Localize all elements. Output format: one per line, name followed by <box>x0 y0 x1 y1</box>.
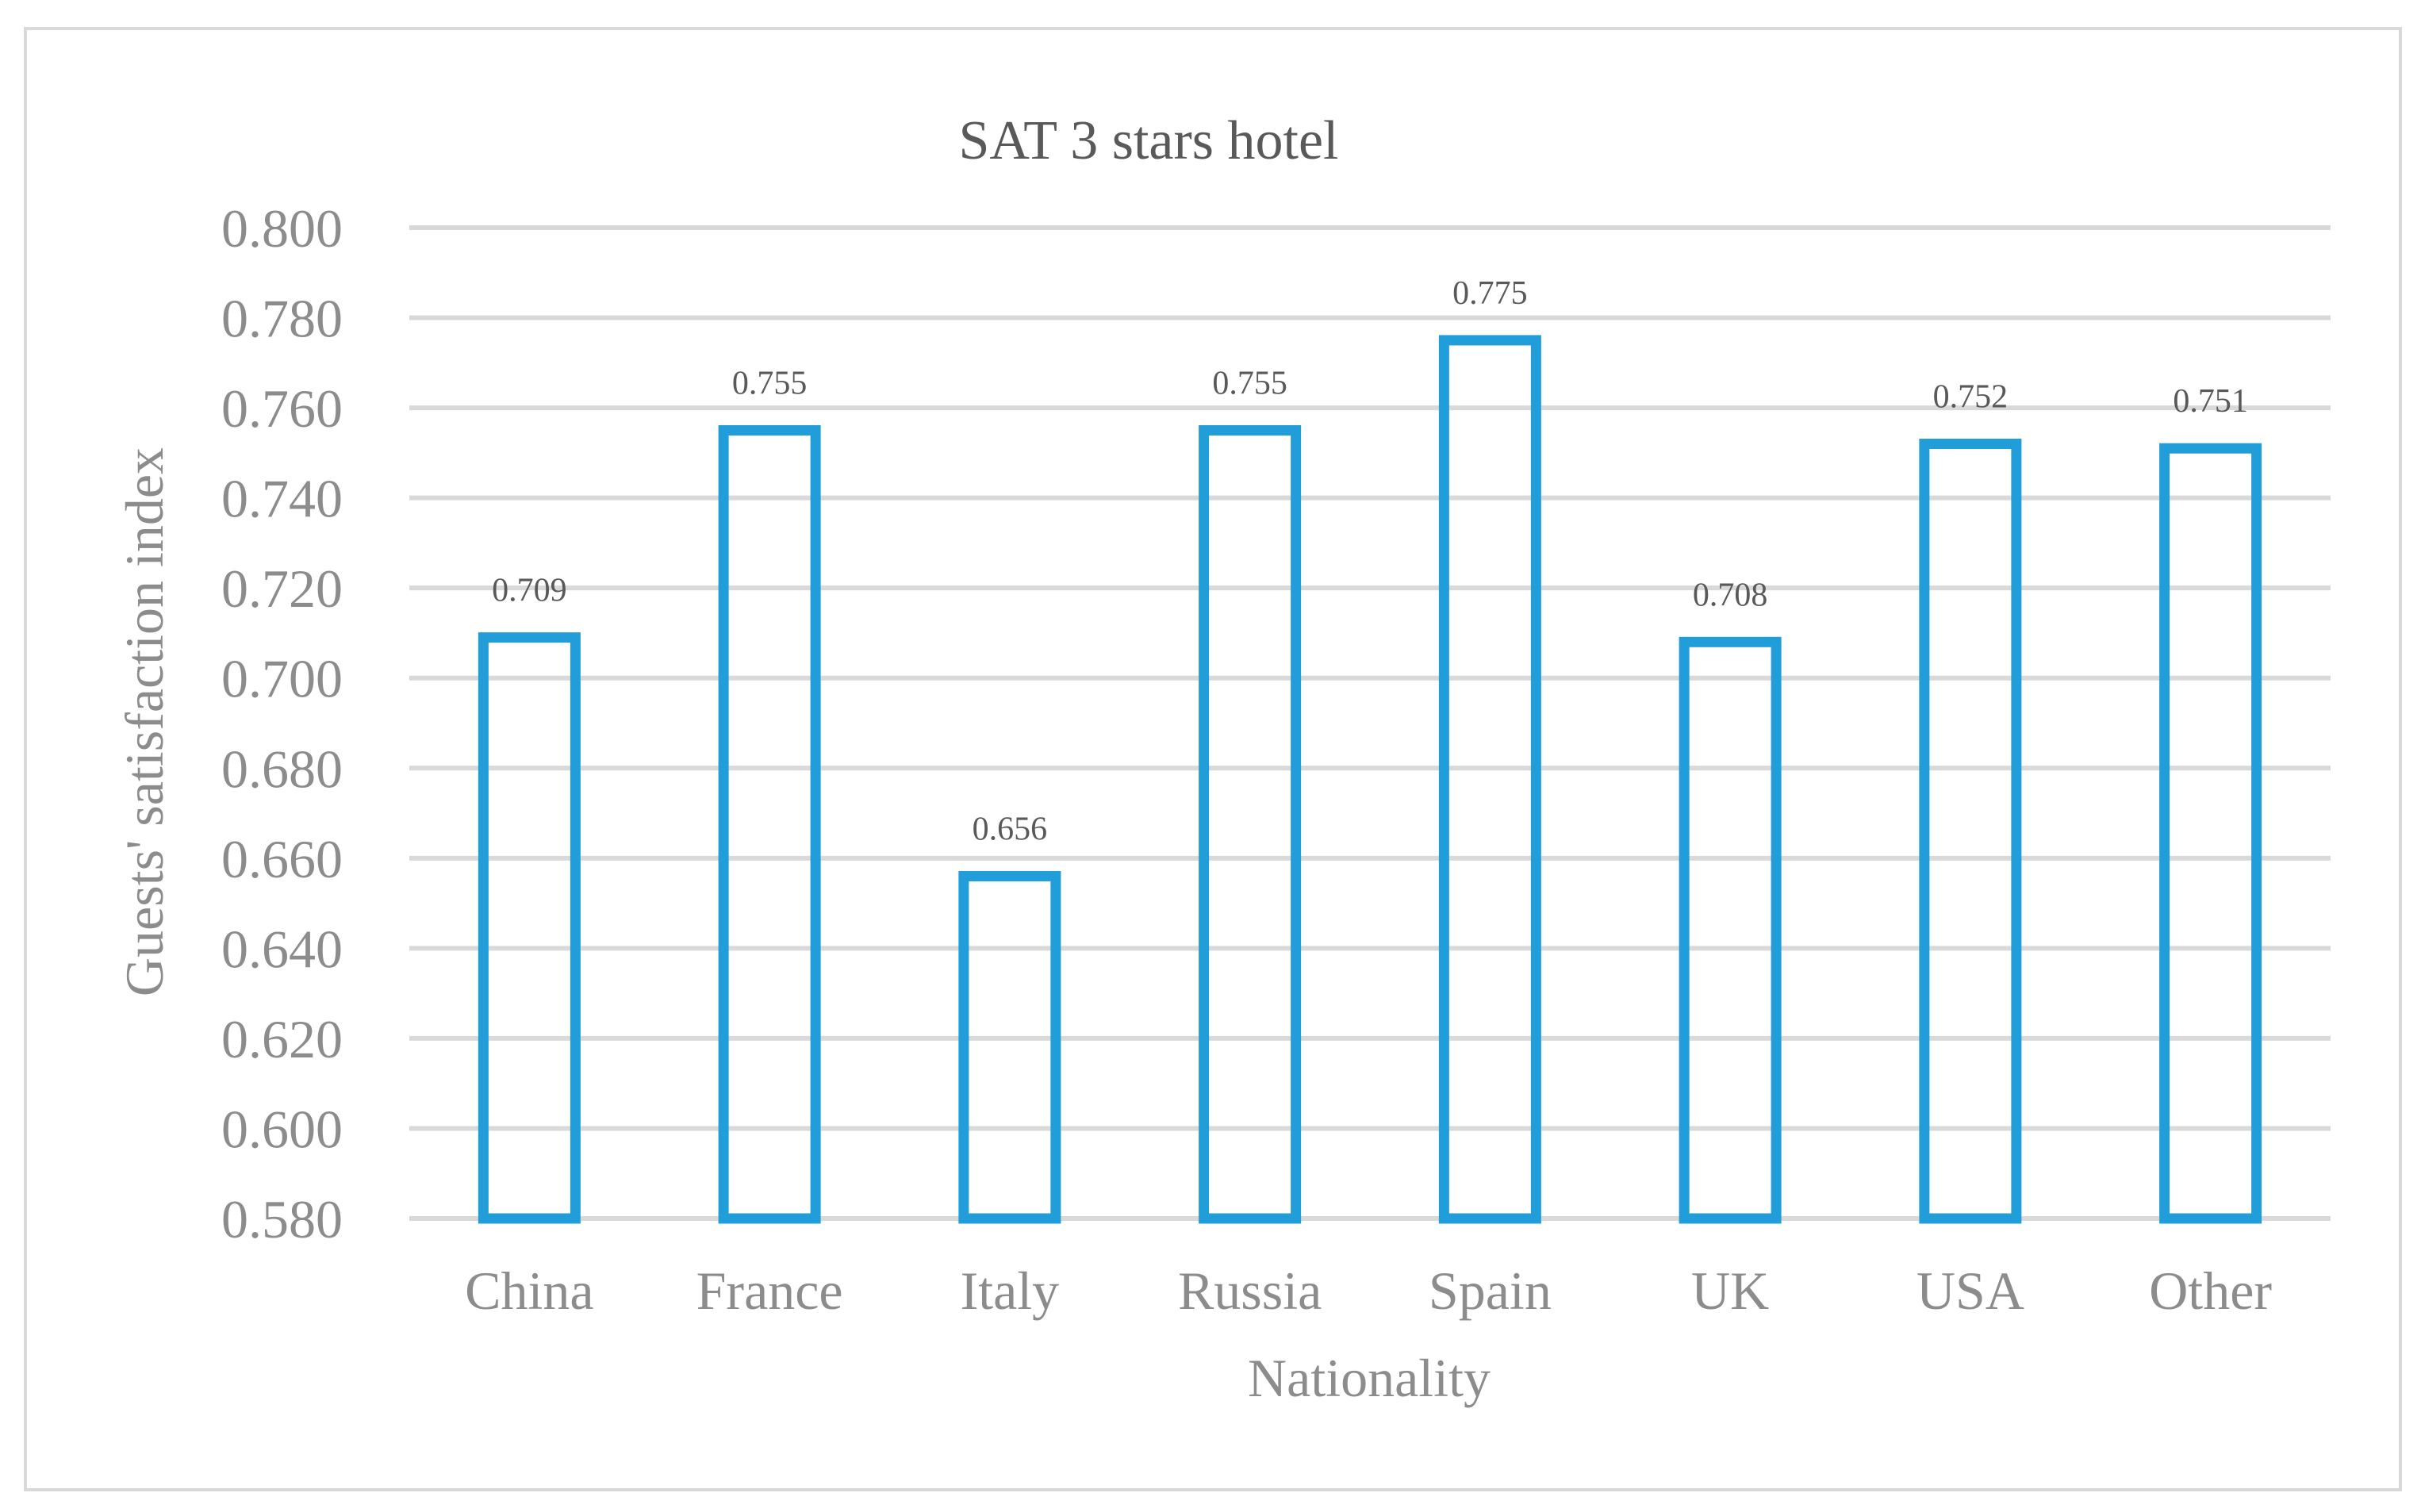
x-tick-label: Other <box>2149 1261 2272 1321</box>
chart-frame <box>24 27 2402 1491</box>
y-tick-label: 0.680 <box>221 739 343 799</box>
bar-russia <box>1199 424 1302 1224</box>
bars <box>478 335 2262 1224</box>
x-tick-label: China <box>465 1261 593 1321</box>
data-label: 0.752 <box>1933 379 2009 416</box>
y-tick-label: 0.580 <box>221 1189 343 1249</box>
data-label: 0.755 <box>1212 365 1287 401</box>
x-tick-label: France <box>696 1261 843 1321</box>
x-axis-label: Nationality <box>1248 1348 1491 1408</box>
gridlines <box>409 225 2331 1221</box>
x-tick-label: Spain <box>1429 1261 1552 1321</box>
data-labels: 0.709 0.755 0.656 0.755 0.775 0.708 0.752 0.751 <box>492 275 2248 848</box>
y-tick-label: 0.800 <box>221 198 343 259</box>
y-tick-label: 0.780 <box>221 289 343 349</box>
y-tick-label: 0.660 <box>221 829 343 889</box>
data-label: 0.755 <box>732 365 808 401</box>
y-tick-label: 0.760 <box>221 378 343 439</box>
bar-spain <box>1438 335 1541 1224</box>
y-tick-label: 0.600 <box>221 1099 343 1159</box>
data-label: 0.775 <box>1452 275 1528 312</box>
bar-france <box>718 424 821 1224</box>
x-axis-ticks: China France Italy Russia Spain UK USA Other <box>465 1261 2272 1321</box>
bar-uk <box>1679 636 1782 1224</box>
chart-title: SAT 3 stars hotel <box>959 110 1339 171</box>
y-tick-label: 0.620 <box>221 1009 343 1069</box>
y-axis-label: Guests' satisfaction index <box>114 447 175 996</box>
x-tick-label: Russia <box>1178 1261 1322 1321</box>
bar-usa <box>1919 439 2022 1224</box>
bar-italy <box>958 871 1061 1224</box>
y-tick-label: 0.720 <box>221 558 343 619</box>
y-axis-ticks: 0.580 0.600 0.620 0.640 0.660 0.680 0.700 0.720… <box>221 198 343 1249</box>
data-label: 0.709 <box>492 573 567 609</box>
y-tick-label: 0.700 <box>221 649 343 709</box>
data-label: 0.656 <box>973 812 1048 848</box>
bar-other <box>2159 443 2262 1224</box>
x-tick-label: USA <box>1916 1261 2024 1321</box>
data-label: 0.708 <box>1693 577 1768 613</box>
x-tick-label: Italy <box>961 1261 1060 1321</box>
data-label: 0.751 <box>2173 383 2248 420</box>
x-tick-label: UK <box>1691 1261 1769 1321</box>
y-tick-label: 0.740 <box>221 469 343 529</box>
bar-china <box>478 632 581 1224</box>
y-tick-label: 0.640 <box>221 919 343 979</box>
